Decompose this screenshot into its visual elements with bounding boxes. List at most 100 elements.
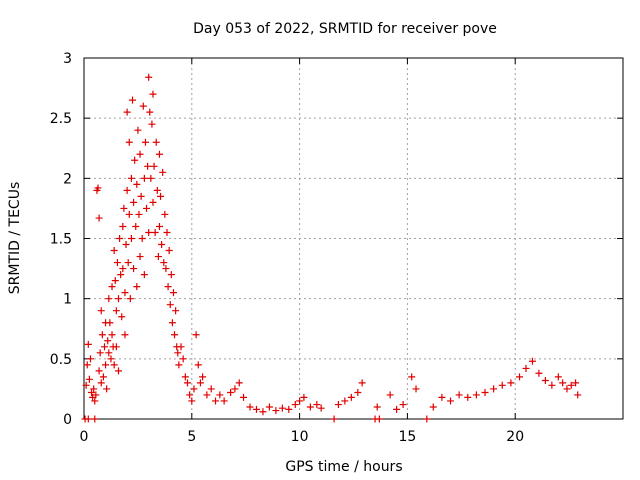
data-point	[220, 397, 228, 405]
data-point	[183, 379, 191, 387]
data-point	[535, 369, 543, 377]
data-point	[95, 214, 103, 222]
data-point	[114, 367, 122, 375]
data-point	[96, 349, 104, 357]
data-point	[151, 228, 159, 236]
data-point	[481, 389, 489, 397]
data-point	[145, 73, 153, 81]
data-point	[522, 364, 530, 372]
data-point	[92, 391, 100, 399]
data-point	[161, 210, 169, 218]
data-point	[563, 385, 571, 393]
data-point	[118, 313, 126, 321]
data-point	[541, 376, 549, 384]
data-point	[90, 385, 98, 393]
data-point	[227, 389, 235, 397]
data-point	[106, 319, 114, 327]
x-tick-label: 15	[398, 429, 416, 445]
data-point	[192, 331, 200, 339]
data-point	[108, 283, 116, 291]
data-point	[150, 162, 158, 170]
data-point	[108, 331, 116, 339]
data-point	[358, 379, 366, 387]
data-point	[528, 357, 536, 365]
data-point	[120, 204, 128, 212]
data-point	[140, 271, 148, 279]
data-point	[110, 361, 118, 369]
data-point	[278, 404, 286, 412]
data-point	[507, 379, 515, 387]
data-point	[116, 235, 124, 242]
data-point	[447, 397, 455, 405]
data-point	[154, 253, 162, 261]
data-point	[166, 301, 174, 309]
data-point	[174, 349, 182, 357]
data-point	[259, 408, 267, 416]
data-point	[559, 379, 567, 387]
data-point	[135, 210, 143, 218]
data-point	[272, 407, 280, 415]
data-point	[153, 186, 161, 194]
data-point	[158, 241, 166, 249]
data-point	[119, 265, 127, 273]
data-series	[81, 73, 582, 423]
data-point	[84, 415, 92, 423]
data-point	[104, 337, 112, 345]
data-point	[160, 259, 168, 267]
data-point	[554, 373, 562, 381]
data-point	[572, 379, 580, 387]
data-point	[306, 403, 314, 411]
data-point	[134, 126, 142, 134]
data-point	[168, 319, 176, 327]
data-point	[203, 391, 211, 399]
data-point	[146, 108, 154, 116]
data-point	[194, 361, 202, 369]
data-point	[114, 295, 122, 303]
data-point	[105, 349, 113, 357]
data-point	[124, 259, 132, 267]
data-point	[231, 385, 239, 393]
data-point	[167, 271, 175, 279]
data-point	[98, 331, 106, 339]
data-point	[386, 391, 394, 399]
data-point	[123, 108, 131, 116]
x-axis-label: GPS time / hours	[285, 459, 402, 475]
data-point	[140, 174, 148, 182]
x-tick-label: 0	[80, 429, 89, 445]
data-point	[130, 265, 138, 273]
data-point	[113, 259, 121, 267]
y-tick-label: 3	[63, 51, 72, 67]
data-point	[152, 138, 160, 146]
data-point	[265, 403, 273, 411]
data-point	[83, 361, 91, 369]
data-point	[373, 403, 381, 411]
y-axis-label: SRMTID / TECUs	[7, 182, 23, 295]
data-point	[145, 228, 153, 236]
data-point	[179, 355, 187, 363]
data-point	[162, 265, 170, 273]
data-point	[199, 373, 207, 381]
data-point	[171, 331, 179, 339]
y-tick-label: 1	[63, 292, 72, 308]
axis-ticks: 0 0.5 1 1.5 2 2.5 3 0 5 10 15 20	[50, 51, 623, 445]
data-point	[472, 391, 480, 399]
y-tick-label: 1.5	[50, 232, 72, 248]
data-point	[186, 391, 194, 399]
data-point	[574, 391, 582, 399]
chart-title: Day 053 of 2022, SRMTID for receiver pov…	[193, 21, 497, 37]
y-tick-label: 0.5	[50, 352, 72, 368]
data-point	[138, 235, 146, 242]
data-point	[136, 150, 144, 158]
data-point	[99, 373, 107, 381]
data-point	[84, 340, 92, 348]
data-point	[131, 156, 139, 164]
data-point	[464, 393, 472, 401]
data-point	[216, 391, 224, 399]
data-point	[147, 174, 155, 182]
data-point	[126, 295, 134, 303]
data-point	[94, 184, 102, 192]
data-point	[95, 367, 103, 375]
data-point	[235, 379, 243, 387]
data-point	[100, 343, 108, 351]
